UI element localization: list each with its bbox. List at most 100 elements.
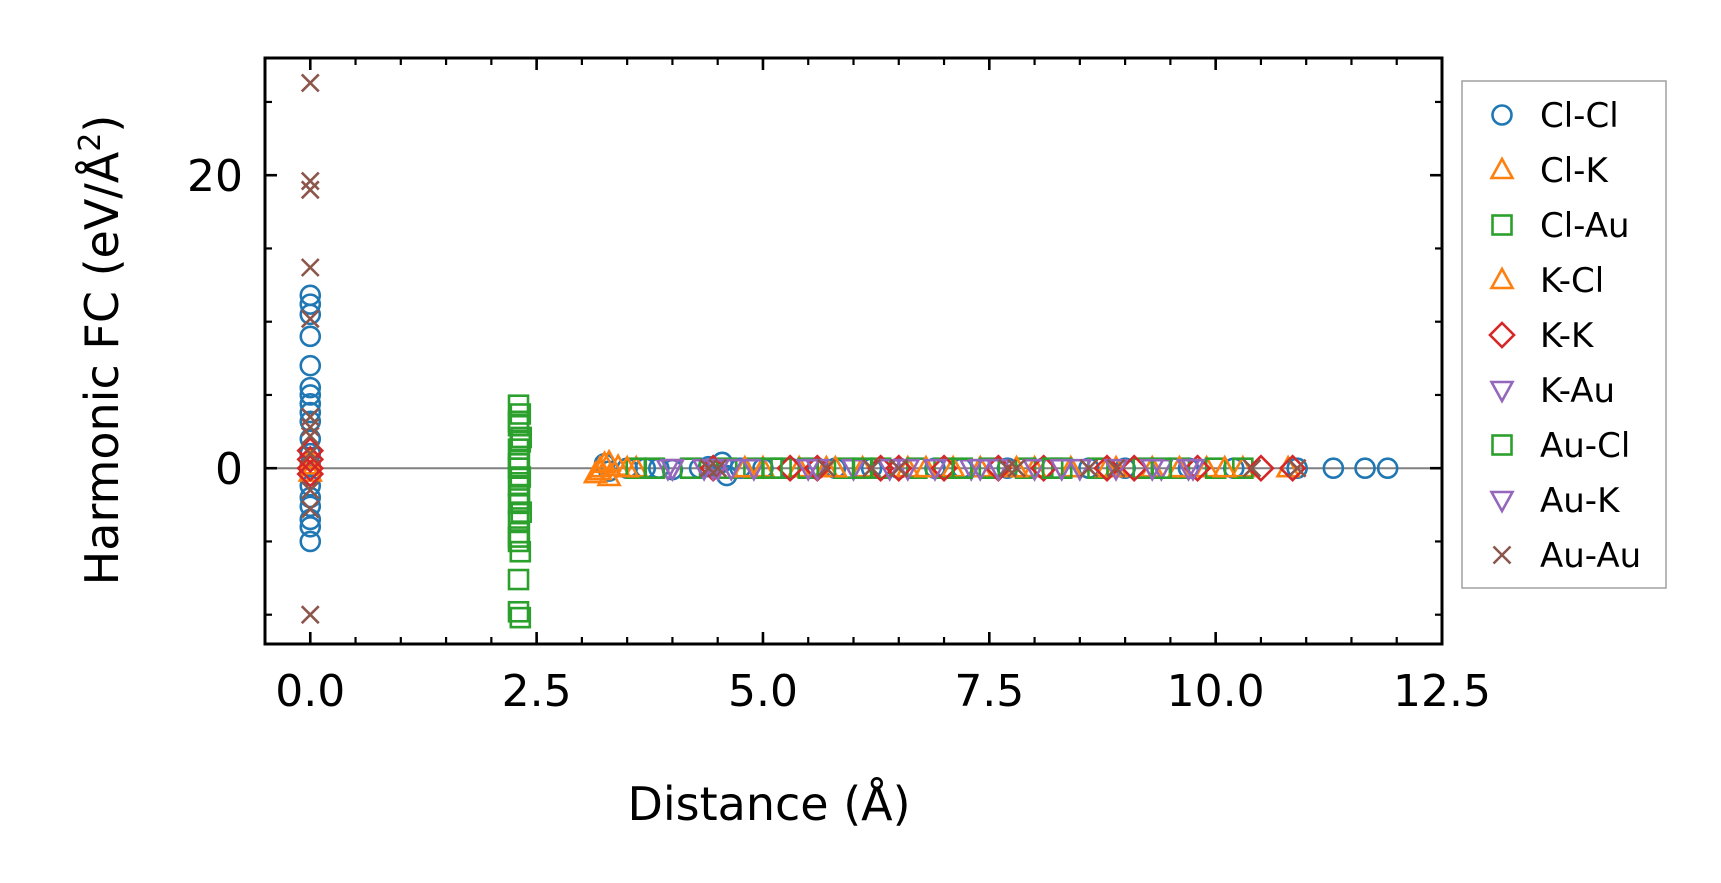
data-point xyxy=(1204,457,1227,480)
data-point xyxy=(951,457,973,480)
x-tick-label: 0.0 xyxy=(275,666,345,717)
data-point xyxy=(507,526,530,548)
data-point xyxy=(741,458,767,482)
data-point xyxy=(596,448,622,472)
legend: Cl-Cl Cl-K Cl-Au K-Cl K-K K-Au Au-Cl Au-K Au-Au xyxy=(1461,80,1667,589)
series-cl-cl xyxy=(299,284,1399,553)
data-point xyxy=(849,454,876,478)
data-point xyxy=(1007,458,1026,478)
x-tick-label: 2.5 xyxy=(502,666,572,717)
data-point xyxy=(997,458,1017,478)
legend-item-k-cl: K-Cl xyxy=(1489,261,1604,301)
data-point xyxy=(967,458,993,482)
data-point xyxy=(300,171,320,191)
data-point xyxy=(299,325,322,348)
data-point xyxy=(922,458,948,482)
data-point xyxy=(300,605,320,625)
data-point xyxy=(299,303,322,326)
legend-item-cl-cl: Cl-Cl xyxy=(1491,96,1619,136)
data-point xyxy=(299,530,322,553)
data-point xyxy=(1094,454,1120,478)
data-point xyxy=(299,495,322,518)
y-axis-label-sup: 2 xyxy=(73,133,108,152)
legend-label: K-K xyxy=(1540,316,1595,356)
data-point xyxy=(509,540,532,563)
data-point xyxy=(507,568,530,591)
data-point xyxy=(299,354,322,377)
data-point xyxy=(1003,454,1030,478)
legend-item-cl-au: Cl-Au xyxy=(1491,206,1630,246)
data-point xyxy=(804,458,830,482)
data-point xyxy=(1230,454,1256,478)
legend-marker xyxy=(1492,545,1512,565)
data-point xyxy=(297,451,323,475)
data-point xyxy=(816,458,836,478)
data-point xyxy=(1175,458,1202,482)
data-point xyxy=(300,258,320,277)
data-point xyxy=(699,458,719,478)
data-point xyxy=(614,454,640,478)
data-point xyxy=(587,454,613,478)
data-point xyxy=(509,431,532,453)
data-point xyxy=(509,606,532,629)
data-point xyxy=(300,180,320,200)
y-tick-label: 20 xyxy=(187,151,243,202)
legend-label: Cl-Cl xyxy=(1540,96,1619,136)
data-point xyxy=(299,515,322,538)
y-axis-label-end: ) xyxy=(75,115,129,133)
data-point xyxy=(507,600,530,623)
data-point xyxy=(708,458,728,478)
legend-marker xyxy=(1491,104,1513,126)
data-point xyxy=(1286,457,1308,480)
legend-marker xyxy=(1491,214,1513,236)
data-point xyxy=(1120,454,1149,483)
data-point xyxy=(300,499,320,519)
data-point xyxy=(1029,454,1058,483)
data-point xyxy=(1079,458,1099,478)
data-point xyxy=(300,73,320,93)
data-point xyxy=(1106,458,1126,478)
data-point xyxy=(299,376,322,399)
legend-label: Au-K xyxy=(1540,481,1621,521)
data-point xyxy=(1067,458,1093,482)
data-point xyxy=(906,457,928,480)
x-tick-label: 5.0 xyxy=(728,666,798,717)
data-point xyxy=(643,457,666,480)
data-point xyxy=(761,457,783,480)
data-point xyxy=(299,392,322,415)
data-point xyxy=(300,426,320,446)
series-au-au xyxy=(300,73,1307,625)
data-point xyxy=(507,453,530,475)
data-point xyxy=(884,454,913,483)
legend-label: Cl-K xyxy=(1540,151,1609,191)
data-point xyxy=(299,474,322,497)
data-point xyxy=(299,486,322,509)
legend-item-k-k: K-K xyxy=(1488,316,1595,356)
data-point xyxy=(913,454,939,478)
y-axis-label: Harmonic FC (eV/Å2) xyxy=(73,115,129,586)
data-point xyxy=(1287,458,1307,478)
data-point xyxy=(296,454,325,483)
legend-label: K-Au xyxy=(1540,371,1615,411)
data-point xyxy=(508,488,531,510)
data-point xyxy=(509,403,532,425)
data-point xyxy=(1247,454,1275,483)
data-point xyxy=(296,445,325,474)
legend-marker xyxy=(1489,156,1515,180)
legend-marker xyxy=(1489,380,1515,404)
legend-marker xyxy=(1488,321,1516,349)
data-point xyxy=(1103,458,1129,482)
data-point xyxy=(1242,458,1262,478)
data-point xyxy=(985,458,1012,482)
legend-marker xyxy=(1491,434,1513,456)
x-axis-label: Distance (Å) xyxy=(627,777,910,831)
data-point xyxy=(978,457,1001,480)
series-cl-au xyxy=(507,394,1254,629)
y-tick-label: 0 xyxy=(215,444,243,495)
data-point xyxy=(1093,454,1121,483)
legend-item-au-cl: Au-Cl xyxy=(1491,426,1630,466)
data-point xyxy=(1354,457,1376,480)
data-point xyxy=(1183,454,1212,483)
plot-frame xyxy=(263,56,1444,646)
